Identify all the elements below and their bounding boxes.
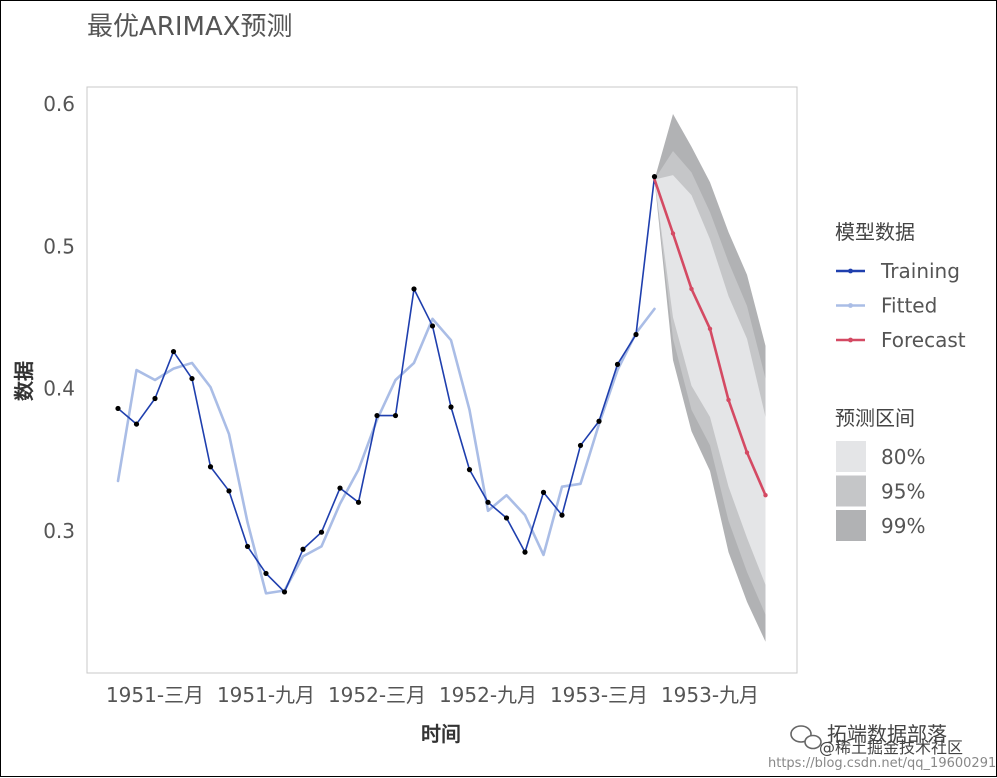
training-point — [596, 418, 602, 424]
legend-label: 95% — [881, 480, 925, 504]
training-point — [281, 589, 288, 595]
training-point — [300, 546, 306, 552]
watermark-brand: 拓端数据部落 — [827, 722, 947, 746]
training-point — [133, 421, 140, 427]
training-point — [152, 395, 158, 402]
training-point — [244, 543, 251, 550]
legend-series-entries: Training Fitted Forecast — [836, 259, 966, 352]
forecast-point — [726, 397, 731, 403]
legend-series-title: 模型数据 — [835, 220, 915, 244]
legend-label: 99% — [881, 514, 925, 538]
training-point — [448, 404, 454, 410]
legend-item-training: Training — [836, 259, 960, 283]
legend-label: 80% — [881, 445, 925, 469]
legend-label: Fitted — [881, 294, 937, 318]
watermark: 拓端数据部落 @稀土掘金技术社区 https://blog.csdn.net/q… — [768, 722, 996, 771]
x-tick-label: 1951-三月 — [106, 683, 204, 707]
legend-label: Training — [880, 259, 960, 283]
training-point — [392, 412, 399, 419]
training-point — [207, 464, 214, 470]
training-point — [411, 286, 417, 292]
training-point — [577, 442, 584, 449]
training-point — [522, 549, 528, 555]
legend-item-interval: 99% — [836, 510, 925, 541]
training-point — [170, 348, 177, 355]
training-point — [263, 570, 269, 577]
y-tick-label: 0.6 — [43, 92, 75, 116]
legend-key-point — [848, 303, 853, 308]
legend: 模型数据 Training Fitted Forecast 预测区间 80% 95% 9… — [835, 220, 966, 541]
legend-item-interval: 80% — [836, 441, 925, 472]
legend-interval-entries: 80% 95% 99% — [836, 441, 925, 541]
x-axis-title: 时间 — [421, 722, 461, 746]
training-point — [318, 529, 325, 535]
forecast-point — [763, 493, 768, 498]
y-tick-label: 0.3 — [43, 519, 75, 543]
training-points — [115, 174, 768, 595]
training-point — [540, 489, 547, 495]
legend-key-swatch — [836, 441, 866, 472]
forecast-point — [744, 450, 750, 455]
x-tick-label: 1953-三月 — [550, 683, 648, 707]
legend-key-swatch — [836, 510, 866, 541]
training-point — [337, 485, 343, 491]
forecast-point — [707, 326, 713, 331]
watermark-site: @稀土掘金技术社区 — [819, 738, 963, 757]
watermark-url: https://blog.csdn.net/qq_19600291 — [768, 756, 996, 771]
legend-key-point — [848, 268, 853, 274]
legend-key-swatch — [836, 475, 866, 507]
y-tick-label: 0.4 — [43, 377, 75, 401]
x-tick-label: 1952-三月 — [328, 683, 426, 707]
training-point — [115, 405, 121, 412]
legend-interval-title: 预测区间 — [835, 406, 915, 430]
training-point — [226, 488, 232, 494]
y-axis-title: 数据 — [12, 361, 36, 401]
legend-item-interval: 95% — [836, 475, 925, 507]
legend-key-point — [848, 337, 853, 343]
training-point — [503, 515, 510, 521]
training-point — [559, 512, 565, 518]
wechat-logo-icon — [790, 725, 822, 750]
training-point — [633, 331, 639, 338]
forecast-point — [670, 231, 676, 236]
line-fitted — [116, 307, 656, 595]
training-point — [485, 499, 491, 505]
legend-label: Forecast — [881, 328, 966, 352]
y-tick-label: 0.5 — [43, 234, 75, 258]
training-point — [189, 375, 195, 382]
x-tick-label: 1951-九月 — [217, 683, 315, 707]
forecast-point — [689, 286, 694, 292]
training-point — [466, 467, 473, 473]
line-training — [117, 175, 656, 593]
training-point — [429, 323, 436, 329]
chart-title: 最优ARIMAX预测 — [87, 12, 293, 42]
training-point — [651, 174, 658, 180]
training-point — [355, 499, 362, 505]
legend-item-fitted: Fitted — [836, 294, 937, 318]
x-tick-label: 1952-九月 — [439, 683, 537, 707]
x-tick-label: 1953-九月 — [661, 683, 759, 707]
legend-item-forecast: Forecast — [836, 328, 966, 352]
y-axis-ticks: 0.3 0.4 0.5 0.6 — [43, 92, 75, 543]
prediction-bands — [654, 114, 766, 642]
band-80 — [654, 175, 766, 585]
training-point — [614, 361, 621, 367]
x-axis-ticks: 1951-三月 1951-九月 1952-三月 1952-九月 1953-三月 1953-… — [106, 683, 759, 707]
training-point — [374, 412, 380, 419]
